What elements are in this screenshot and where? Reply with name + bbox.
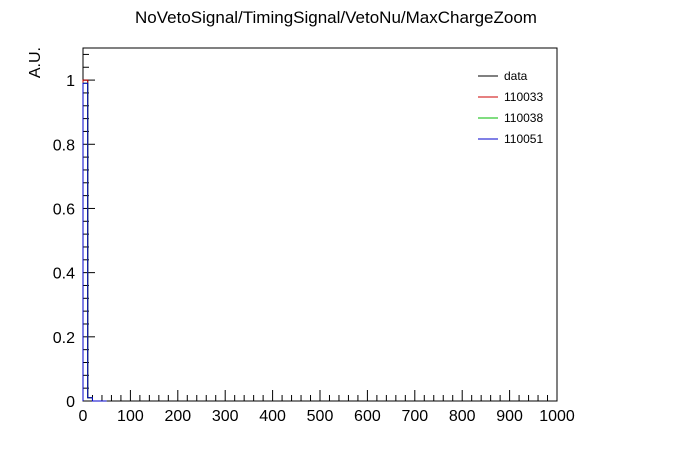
y-tick-label: 0: [66, 394, 75, 411]
legend-label-data: data: [504, 69, 528, 83]
legend-label-110051: 110051: [504, 132, 543, 146]
x-tick-label: 900: [496, 408, 523, 425]
series-110033: [82, 79, 107, 402]
x-tick-label: 200: [164, 408, 191, 425]
x-tick-label: 800: [449, 408, 476, 425]
x-axis: 0 100 200 300 400 500 600 700 800 900 1000: [79, 390, 575, 425]
x-tick-label: 400: [259, 408, 286, 425]
x-tick-label: 500: [307, 408, 334, 425]
y-tick-label: 0.4: [53, 266, 75, 283]
series-110051: [82, 82, 107, 402]
chart-title: NoVetoSignal/TimingSignal/VetoNu/MaxChar…: [135, 8, 537, 27]
y-axis: 0 0.2 0.4 0.6 0.8 1: [53, 53, 95, 411]
series-data: [82, 79, 107, 402]
x-tick-label: 1000: [539, 408, 575, 425]
x-tick-label: 700: [401, 408, 428, 425]
series-layer: [82, 79, 107, 402]
x-tick-label: 600: [354, 408, 381, 425]
x-tick-label: 100: [117, 408, 144, 425]
x-tick-label: 300: [212, 408, 239, 425]
legend-label-110038: 110038: [504, 111, 543, 125]
y-axis-title: A.U.: [27, 47, 44, 78]
plot-frame: [82, 47, 558, 402]
legend: data 110033 110038 110051: [478, 69, 543, 146]
y-tick-label: 0.2: [53, 330, 75, 347]
y-tick-label: 0.6: [53, 201, 75, 218]
legend-label-110033: 110033: [504, 90, 543, 104]
x-tick-label: 0: [79, 408, 88, 425]
y-tick-label: 0.8: [53, 137, 75, 154]
y-tick-label: 1: [66, 73, 75, 90]
